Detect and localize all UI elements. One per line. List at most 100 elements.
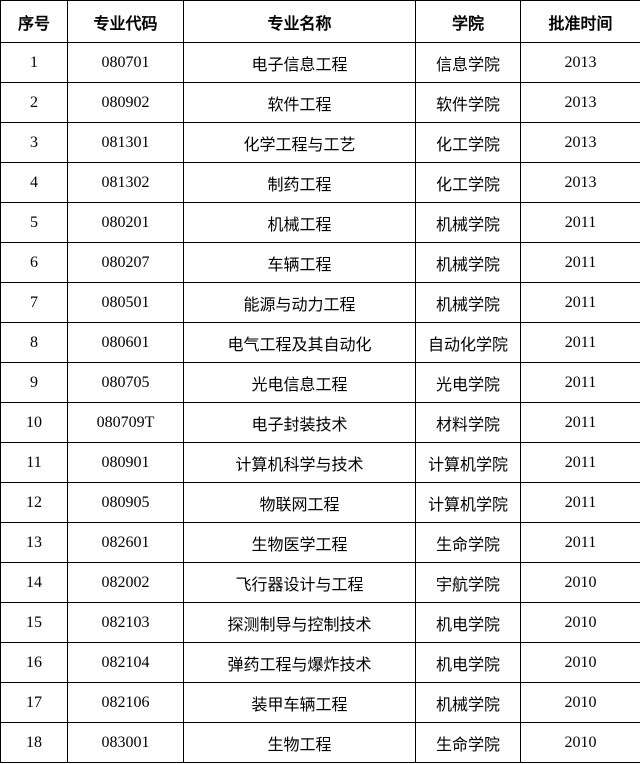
header-cell: 专业代码 — [67, 0, 184, 43]
table-cell: 11 — [0, 442, 68, 483]
table-cell: 082002 — [67, 562, 184, 603]
table-cell: 081301 — [67, 122, 184, 163]
table-row: 11 080901 计算机科学与技术 计算机学院 2011 — [0, 442, 640, 483]
table-cell: 2011 — [520, 242, 640, 283]
table-cell: 9 — [0, 362, 68, 403]
table-cell: 080901 — [67, 442, 184, 483]
table-cell: 083001 — [67, 722, 184, 763]
table-cell: 自动化学院 — [415, 322, 521, 363]
table-row: 4 081302 制药工程 化工学院 2013 — [0, 162, 640, 203]
table-row: 18 083001 生物工程 生命学院 2010 — [0, 722, 640, 763]
table-row: 15 082103 探测制导与控制技术 机电学院 2010 — [0, 602, 640, 643]
table-cell: 计算机学院 — [415, 442, 521, 483]
table-row: 3 081301 化学工程与工艺 化工学院 2013 — [0, 122, 640, 163]
table-cell: 光电学院 — [415, 362, 521, 403]
table-cell: 信息学院 — [415, 42, 521, 83]
table-cell: 2010 — [520, 682, 640, 723]
table-cell: 能源与动力工程 — [183, 282, 416, 323]
table-cell: 材料学院 — [415, 402, 521, 443]
table-cell: 4 — [0, 162, 68, 203]
table-cell: 软件工程 — [183, 82, 416, 123]
table-cell: 弹药工程与爆炸技术 — [183, 642, 416, 683]
table-cell: 3 — [0, 122, 68, 163]
table-cell: 080601 — [67, 322, 184, 363]
table-cell: 16 — [0, 642, 68, 683]
header-cell: 学院 — [415, 0, 521, 43]
table-cell: 2011 — [520, 322, 640, 363]
table-cell: 物联网工程 — [183, 482, 416, 523]
table-cell: 2013 — [520, 42, 640, 83]
table-cell: 2010 — [520, 722, 640, 763]
table-cell: 080201 — [67, 202, 184, 243]
table-cell: 宇航学院 — [415, 562, 521, 603]
table-cell: 机电学院 — [415, 642, 521, 683]
table-cell: 机械学院 — [415, 682, 521, 723]
table-cell: 5 — [0, 202, 68, 243]
header-cell: 专业名称 — [183, 0, 416, 43]
table-cell: 14 — [0, 562, 68, 603]
table-row: 12 080905 物联网工程 计算机学院 2011 — [0, 482, 640, 523]
table-cell: 电子信息工程 — [183, 42, 416, 83]
table-cell: 机械学院 — [415, 242, 521, 283]
table-cell: 生命学院 — [415, 722, 521, 763]
table-cell: 080501 — [67, 282, 184, 323]
table-cell: 2010 — [520, 562, 640, 603]
table-cell: 12 — [0, 482, 68, 523]
table-cell: 生物工程 — [183, 722, 416, 763]
table-cell: 2013 — [520, 82, 640, 123]
table-cell: 2 — [0, 82, 68, 123]
table-row: 16 082104 弹药工程与爆炸技术 机电学院 2010 — [0, 642, 640, 683]
table-cell: 082104 — [67, 642, 184, 683]
header-cell: 批准时间 — [520, 0, 640, 43]
table-cell: 2011 — [520, 362, 640, 403]
table-cell: 软件学院 — [415, 82, 521, 123]
table-cell: 化工学院 — [415, 162, 521, 203]
table-cell: 生命学院 — [415, 522, 521, 563]
table-cell: 8 — [0, 322, 68, 363]
table-row: 14 082002 飞行器设计与工程 宇航学院 2010 — [0, 562, 640, 603]
table-cell: 6 — [0, 242, 68, 283]
table-cell: 17 — [0, 682, 68, 723]
table-cell: 制药工程 — [183, 162, 416, 203]
table-cell: 2013 — [520, 122, 640, 163]
table-cell: 15 — [0, 602, 68, 643]
table-cell: 飞行器设计与工程 — [183, 562, 416, 603]
table-cell: 082103 — [67, 602, 184, 643]
table-cell: 装甲车辆工程 — [183, 682, 416, 723]
table-cell: 电气工程及其自动化 — [183, 322, 416, 363]
table-row: 9 080705 光电信息工程 光电学院 2011 — [0, 362, 640, 403]
table-cell: 化工学院 — [415, 122, 521, 163]
table-cell: 2011 — [520, 402, 640, 443]
header-row: 序号 专业代码 专业名称 学院 批准时间 — [0, 0, 640, 43]
table-row: 8 080601 电气工程及其自动化 自动化学院 2011 — [0, 322, 640, 363]
table-row: 2 080902 软件工程 软件学院 2013 — [0, 82, 640, 123]
table-cell: 车辆工程 — [183, 242, 416, 283]
table-cell: 化学工程与工艺 — [183, 122, 416, 163]
table-cell: 机电学院 — [415, 602, 521, 643]
table-cell: 082601 — [67, 522, 184, 563]
table-cell: 2010 — [520, 642, 640, 683]
table-cell: 2011 — [520, 482, 640, 523]
table-cell: 080902 — [67, 82, 184, 123]
table-cell: 1 — [0, 42, 68, 83]
table-cell: 机械工程 — [183, 202, 416, 243]
header-cell: 序号 — [0, 0, 68, 43]
table-cell: 13 — [0, 522, 68, 563]
table-cell: 2013 — [520, 162, 640, 203]
table-row: 10 080709T 电子封装技术 材料学院 2011 — [0, 402, 640, 443]
table-row: 17 082106 装甲车辆工程 机械学院 2010 — [0, 682, 640, 723]
table-cell: 080207 — [67, 242, 184, 283]
table-cell: 082106 — [67, 682, 184, 723]
table-cell: 080709T — [67, 402, 184, 443]
table-cell: 电子封装技术 — [183, 402, 416, 443]
table-cell: 光电信息工程 — [183, 362, 416, 403]
table-row: 6 080207 车辆工程 机械学院 2011 — [0, 242, 640, 283]
table-cell: 计算机科学与技术 — [183, 442, 416, 483]
table-cell: 2011 — [520, 522, 640, 563]
table-cell: 080701 — [67, 42, 184, 83]
table-cell: 10 — [0, 402, 68, 443]
table-cell: 18 — [0, 722, 68, 763]
table-row: 13 082601 生物医学工程 生命学院 2011 — [0, 522, 640, 563]
